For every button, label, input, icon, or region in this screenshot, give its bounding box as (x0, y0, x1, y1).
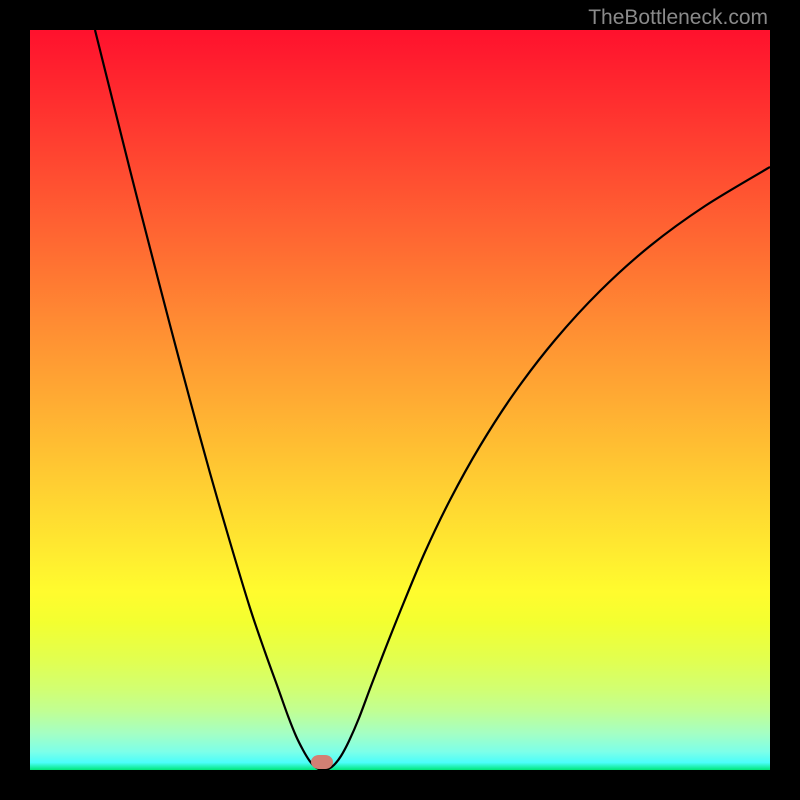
optimal-point-marker (311, 755, 333, 769)
bottleneck-curve (30, 30, 770, 770)
watermark-text: TheBottleneck.com (588, 6, 768, 30)
plot-area (30, 30, 770, 770)
